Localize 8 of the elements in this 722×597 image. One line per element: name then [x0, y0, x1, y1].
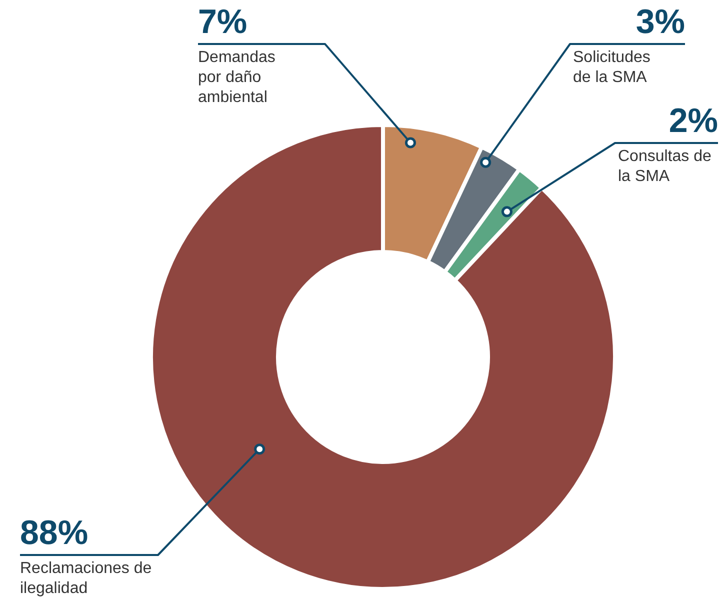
slice-label: Demandas por daño ambiental: [198, 49, 276, 106]
slice-label: Reclamaciones de ilegalidad: [20, 560, 152, 597]
slice-label: Solicitudes de la SMA: [573, 49, 650, 86]
slice-label: Consultas de la SMA: [618, 148, 712, 185]
data-label: 2%: [668, 102, 718, 140]
data-label: 88%: [20, 514, 88, 552]
data-label: 7%: [198, 3, 248, 41]
data-label: 3%: [636, 3, 685, 41]
